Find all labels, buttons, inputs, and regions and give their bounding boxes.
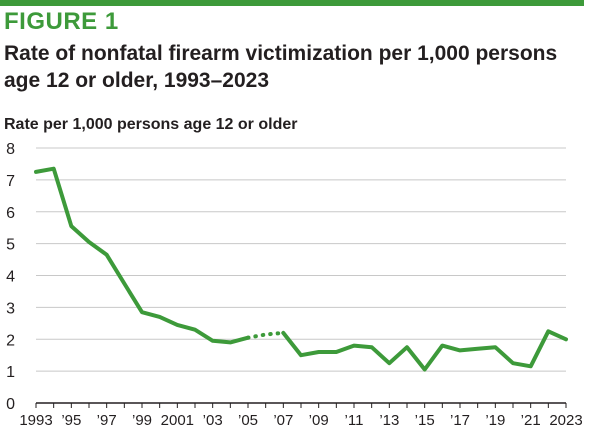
x-tick-label: ’09	[309, 412, 329, 429]
y-axis-title: Rate per 1,000 persons age 12 or older	[4, 116, 298, 133]
x-tick-label: ’15	[415, 412, 435, 429]
line-chart: 0 1 2 3 4 5 6 7 8 1993 ’95 ’97 ’99 2001 ’03 ’05 ’07 ’09 ’…	[6, 141, 583, 429]
series-line-dotted	[246, 330, 286, 340]
y-tick-label: 0	[6, 396, 15, 413]
x-tick-label: ’97	[97, 412, 117, 429]
figure-label: FIGURE 1	[4, 8, 119, 35]
y-tick-label: 3	[6, 300, 15, 317]
x-tick-label: ’11	[345, 412, 364, 429]
x-tick-label: ’17	[450, 412, 470, 429]
x-axis: 1993 ’95 ’97 ’99 2001 ’03 ’05 ’07 ’09 ’11 ’13 ’15 ’1…	[19, 402, 583, 429]
x-tick-label: 2023	[549, 412, 582, 429]
y-tick-label: 2	[6, 332, 15, 349]
y-tick-label: 6	[6, 205, 15, 222]
top-accent-bar	[0, 0, 584, 6]
x-tick-label: ’05	[238, 412, 258, 429]
x-tick-label: ’03	[203, 412, 223, 429]
x-tick-label: ’95	[61, 412, 81, 429]
x-tick-label: ’99	[132, 412, 152, 429]
x-tick-label: ’13	[379, 412, 399, 429]
y-tick-label: 7	[6, 173, 15, 190]
y-tick-label: 4	[6, 269, 15, 286]
series-line	[34, 166, 250, 345]
x-tick-label: 1993	[19, 412, 52, 429]
x-tick-label: ’21	[521, 412, 541, 429]
series-lines	[34, 166, 568, 372]
series-line	[281, 329, 568, 372]
y-axis-ticks: 0 1 2 3 4 5 6 7 8	[6, 141, 15, 413]
y-tick-label: 5	[6, 237, 15, 254]
x-tick-label: 2001	[161, 412, 194, 429]
x-tick-label: ’07	[273, 412, 293, 429]
chart-title: Rate of nonfatal firearm victimization p…	[4, 42, 558, 92]
y-tick-label: 1	[6, 364, 15, 381]
gridlines	[36, 147, 566, 372]
x-tick-label: ’19	[485, 412, 505, 429]
y-tick-label: 8	[6, 141, 15, 158]
